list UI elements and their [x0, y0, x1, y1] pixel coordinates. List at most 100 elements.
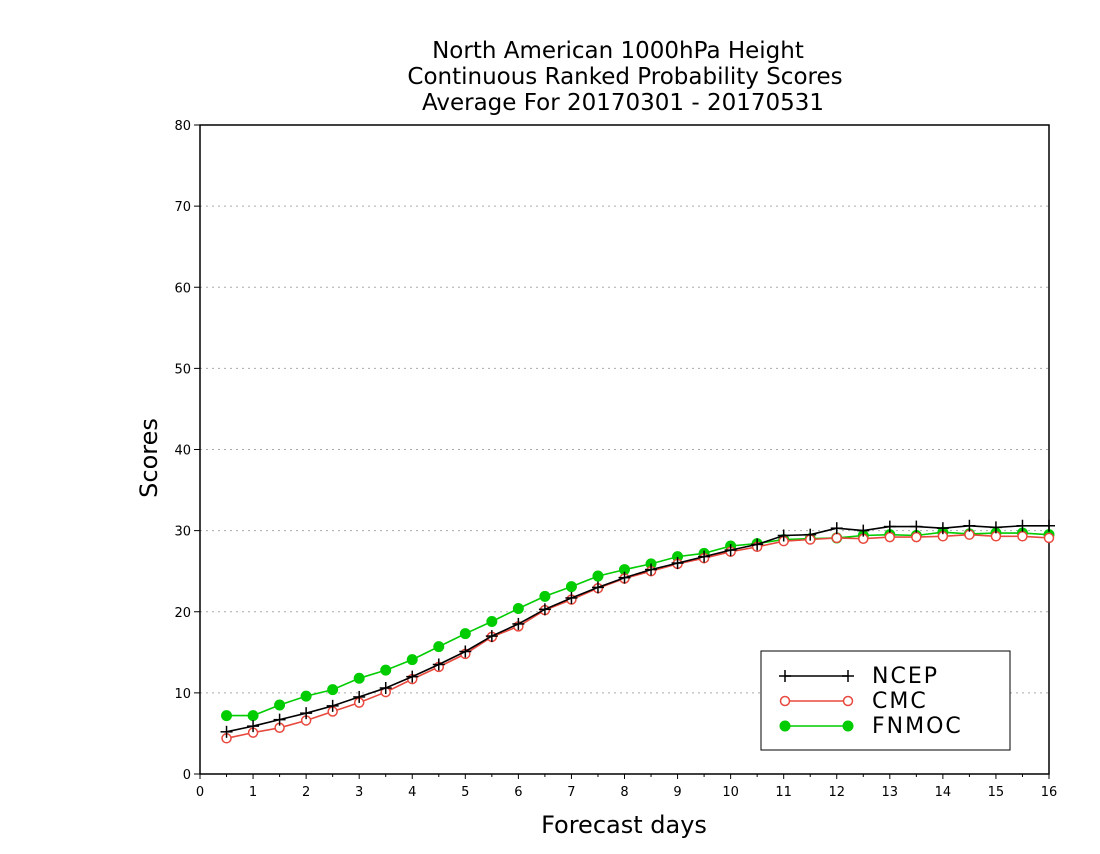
- point-cmc: [1043, 532, 1055, 544]
- legend-marker-left-ncep: [779, 670, 791, 682]
- point-fnmoc: [486, 615, 498, 627]
- x-tick-label-4: 4: [408, 785, 416, 800]
- point-fnmoc: [512, 603, 524, 615]
- point-ncep: [538, 603, 551, 616]
- point-ncep: [989, 521, 1002, 534]
- x-tick-label-13: 13: [882, 785, 899, 800]
- point-ncep: [1016, 519, 1029, 532]
- x-tick-label-1: 1: [249, 785, 257, 800]
- point-ncep: [432, 658, 445, 671]
- point-ncep: [671, 557, 684, 570]
- series-ncep: [220, 519, 1055, 738]
- point-ncep: [1043, 519, 1055, 532]
- point-cmc: [1017, 531, 1028, 542]
- x-axis-label: Forecast days: [541, 811, 707, 839]
- point-ncep: [936, 522, 949, 535]
- x-tick-label-2: 2: [302, 785, 310, 800]
- title-line-1: North American 1000hPa Height: [432, 38, 804, 64]
- point-ncep: [273, 713, 286, 726]
- y-tick-label-50: 50: [174, 362, 191, 377]
- legend-label-fnmoc: FNMOC: [872, 714, 963, 739]
- point-ncep: [963, 519, 976, 532]
- x-tick-label-5: 5: [461, 785, 469, 800]
- point-ncep: [777, 529, 790, 542]
- x-tick-label-10: 10: [722, 785, 739, 800]
- point-ncep: [645, 563, 658, 576]
- x-tick-label-7: 7: [567, 785, 575, 800]
- point-ncep: [300, 707, 313, 720]
- point-ncep: [883, 520, 896, 533]
- point-ncep: [804, 528, 817, 541]
- legend-swatch-ncep: [779, 670, 854, 682]
- legend-marker-left-fnmoc: [779, 720, 791, 732]
- point-ncep: [459, 645, 472, 658]
- x-axis-ticks: 0 1 2 3 4 5 6 7 8 9 10 11 12 13 14 15 16: [196, 774, 1057, 800]
- point-ncep: [910, 520, 923, 533]
- point-ncep: [698, 550, 711, 563]
- point-cmc: [911, 531, 922, 543]
- legend-marker-right-cmc: [842, 695, 854, 707]
- y-tick-label-40: 40: [174, 444, 191, 459]
- point-ncep: [247, 720, 260, 733]
- legend-swatch-fnmoc: [779, 720, 854, 732]
- y-tick-label-10: 10: [174, 687, 191, 702]
- point-ncep: [485, 630, 498, 643]
- point-fnmoc: [300, 690, 312, 702]
- x-tick-label-3: 3: [355, 785, 363, 800]
- y-tick-label-20: 20: [174, 606, 191, 621]
- point-ncep: [379, 682, 392, 695]
- grid-lines: [200, 205, 1049, 694]
- chart-title: North American 1000hPa Height Continuous…: [407, 38, 842, 116]
- title-line-3: Average For 20170301 - 20170531: [422, 90, 824, 116]
- point-fnmoc: [353, 672, 365, 684]
- point-fnmoc: [539, 590, 551, 602]
- y-tick-label-70: 70: [174, 200, 191, 215]
- point-ncep: [512, 617, 525, 630]
- x-tick-label-11: 11: [775, 785, 792, 800]
- series-layer: [220, 519, 1055, 744]
- y-tick-label-60: 60: [174, 281, 191, 296]
- x-tick-label-12: 12: [828, 785, 845, 800]
- point-fnmoc: [592, 570, 604, 582]
- point-ncep: [220, 725, 233, 738]
- point-cmc: [831, 532, 842, 544]
- point-fnmoc: [459, 628, 471, 640]
- point-ncep: [830, 522, 843, 535]
- y-tick-label-80: 80: [174, 119, 191, 134]
- point-cmc: [884, 531, 896, 543]
- y-axis-ticks: 0 10 20 30 40 50 60 70 80: [174, 119, 200, 783]
- title-line-2: Continuous Ranked Probability Scores: [407, 64, 842, 90]
- point-ncep: [565, 591, 578, 604]
- legend-marker-right-ncep: [842, 670, 854, 682]
- point-fnmoc: [433, 641, 445, 653]
- x-tick-label-8: 8: [620, 785, 628, 800]
- legend-label-cmc: CMC: [872, 689, 928, 714]
- y-tick-label-30: 30: [174, 525, 191, 540]
- point-ncep: [406, 670, 419, 683]
- point-fnmoc: [221, 710, 233, 722]
- legend-label-ncep: NCEP: [872, 664, 939, 689]
- point-ncep: [353, 690, 366, 703]
- y-tick-label-0: 0: [183, 768, 191, 783]
- point-ncep: [326, 699, 339, 712]
- legend-marker-left-cmc: [779, 695, 791, 707]
- point-ncep: [857, 524, 870, 537]
- legend-marker-right-fnmoc: [842, 720, 854, 732]
- legend: NCEP CMC FNMOC: [760, 650, 1011, 751]
- x-tick-label-0: 0: [196, 785, 204, 800]
- point-ncep: [724, 544, 737, 557]
- point-fnmoc: [565, 581, 577, 593]
- x-tick-label-6: 6: [514, 785, 522, 800]
- point-ncep: [751, 538, 764, 551]
- legend-swatch-cmc: [779, 695, 854, 707]
- point-fnmoc: [327, 684, 339, 696]
- point-fnmoc: [274, 699, 286, 711]
- x-tick-label-16: 16: [1041, 785, 1058, 800]
- point-fnmoc: [380, 664, 392, 676]
- point-fnmoc: [247, 710, 259, 722]
- x-tick-label-14: 14: [935, 785, 952, 800]
- x-tick-label-15: 15: [988, 785, 1005, 800]
- y-axis-label: Scores: [135, 418, 163, 498]
